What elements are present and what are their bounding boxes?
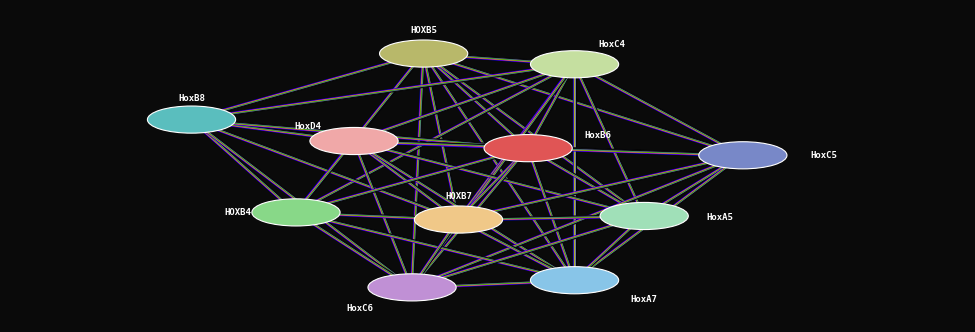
Text: HoxA7: HoxA7 xyxy=(631,295,657,304)
Text: HoxC4: HoxC4 xyxy=(599,40,625,49)
Circle shape xyxy=(530,267,619,294)
Circle shape xyxy=(600,203,688,229)
Circle shape xyxy=(414,206,502,233)
Circle shape xyxy=(147,106,236,133)
Circle shape xyxy=(368,274,456,301)
Text: HoxA5: HoxA5 xyxy=(706,213,733,222)
Circle shape xyxy=(379,40,468,67)
Circle shape xyxy=(530,51,619,78)
Circle shape xyxy=(699,142,787,169)
Text: HoxB6: HoxB6 xyxy=(584,131,611,140)
Text: HOXB7: HOXB7 xyxy=(445,192,472,201)
Text: HoxC5: HoxC5 xyxy=(810,151,838,160)
Text: HOXB4: HOXB4 xyxy=(224,208,252,217)
Circle shape xyxy=(252,199,340,226)
Text: HoxC6: HoxC6 xyxy=(346,304,373,313)
Circle shape xyxy=(484,134,572,162)
Circle shape xyxy=(310,127,398,155)
Text: HOXB5: HOXB5 xyxy=(410,26,437,35)
Text: HoxD4: HoxD4 xyxy=(294,122,321,131)
Text: HoxB8: HoxB8 xyxy=(178,94,205,103)
